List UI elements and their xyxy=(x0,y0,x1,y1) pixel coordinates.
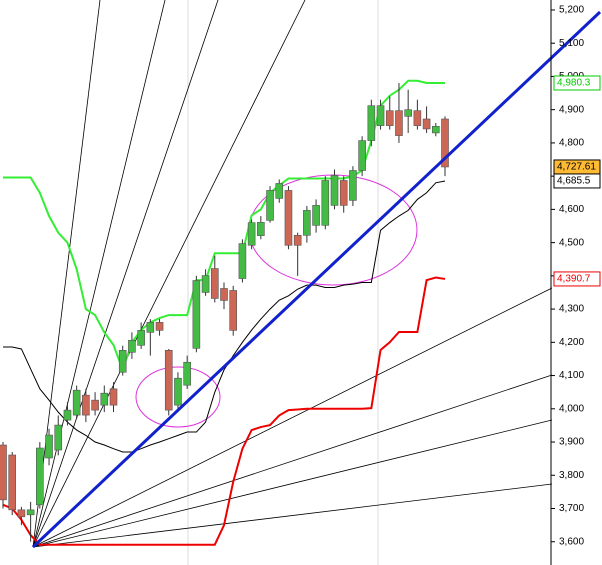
candle-body xyxy=(293,235,302,246)
price-label-box xyxy=(553,173,601,189)
y-tick-label: 4,800 xyxy=(559,138,584,149)
candle-body xyxy=(404,109,412,117)
y-tick-label: 4,200 xyxy=(559,337,584,348)
fan-line xyxy=(32,0,306,548)
candle-body xyxy=(358,140,366,171)
price-label-box xyxy=(553,271,601,287)
candle-body xyxy=(192,280,201,349)
candle-body xyxy=(284,190,293,246)
y-tick-label: 4,300 xyxy=(559,304,584,315)
indicator-line xyxy=(3,180,446,453)
candle-body xyxy=(367,105,376,141)
candle-body xyxy=(303,210,311,236)
candle-body xyxy=(0,444,7,501)
candle-body xyxy=(321,180,330,226)
candle-body xyxy=(201,275,210,293)
fan-line xyxy=(32,419,553,548)
candle-body xyxy=(109,388,118,406)
fan-line xyxy=(32,0,101,548)
price-label: 4,727.61 xyxy=(557,162,596,173)
candle-body xyxy=(91,399,99,411)
candle-body xyxy=(45,434,53,459)
candle-body xyxy=(266,190,274,221)
candle-body xyxy=(220,288,228,301)
candle-body xyxy=(349,170,357,201)
candle-body xyxy=(183,361,191,386)
y-tick-label: 3,800 xyxy=(559,470,584,481)
trend-line xyxy=(31,10,602,549)
fan-line xyxy=(32,0,166,548)
plot xyxy=(0,79,449,546)
candle-body xyxy=(72,389,81,416)
y-tick-label: 4,100 xyxy=(559,370,584,381)
candle-body xyxy=(385,110,394,126)
candle-body xyxy=(36,447,44,506)
candle-body xyxy=(100,392,109,406)
y-tick-label: 3,900 xyxy=(559,437,584,448)
candle-body xyxy=(128,340,136,353)
candle-body xyxy=(82,394,90,416)
candle-body xyxy=(330,175,339,206)
candle-body xyxy=(238,243,247,279)
candle-body xyxy=(413,110,422,126)
candle-body xyxy=(146,322,155,333)
y-tick-label: 4,900 xyxy=(559,104,584,115)
y-tick-label: 3,700 xyxy=(559,503,584,514)
candle-body xyxy=(26,509,35,516)
candle-body xyxy=(54,424,63,451)
highlight-ellipse xyxy=(135,366,221,428)
price-label-box xyxy=(553,75,601,91)
gann-fan xyxy=(32,0,553,548)
indicator-line xyxy=(2,276,446,546)
y-tick-label: 4,500 xyxy=(559,237,584,248)
candle-body xyxy=(339,180,348,206)
fan-line xyxy=(32,374,553,548)
fan-line xyxy=(32,483,553,548)
candle-body xyxy=(155,322,164,331)
candle-body xyxy=(63,409,72,421)
candle-body xyxy=(137,330,145,346)
candle-body xyxy=(8,454,17,511)
candle-body xyxy=(210,268,219,299)
price-label: 4,980.3 xyxy=(557,78,591,89)
fan-line xyxy=(32,287,553,548)
candle-body xyxy=(118,349,127,373)
candle-body xyxy=(174,377,182,406)
candle-body xyxy=(441,118,449,168)
price-label: 4,390.7 xyxy=(557,274,591,285)
y-tick-label: 5,100 xyxy=(559,38,584,49)
candle-body xyxy=(247,222,256,246)
candle-body xyxy=(257,222,265,236)
candle-body xyxy=(431,125,440,134)
fan-line xyxy=(32,0,219,548)
candle-body xyxy=(17,509,26,518)
candle-body xyxy=(229,290,238,331)
candle-body xyxy=(164,349,173,411)
y-tick-label: 3,600 xyxy=(559,536,584,547)
candle-body xyxy=(376,105,385,126)
candle-body xyxy=(312,205,320,226)
candle-body xyxy=(395,110,403,136)
candle-body xyxy=(422,118,431,130)
candle-body xyxy=(275,183,284,199)
price-label: 4,685.5 xyxy=(557,176,591,187)
y-tick-label: 4,600 xyxy=(559,204,584,215)
y-tick-label: 4,000 xyxy=(559,403,584,414)
y-tick-label: 5,200 xyxy=(559,5,584,16)
